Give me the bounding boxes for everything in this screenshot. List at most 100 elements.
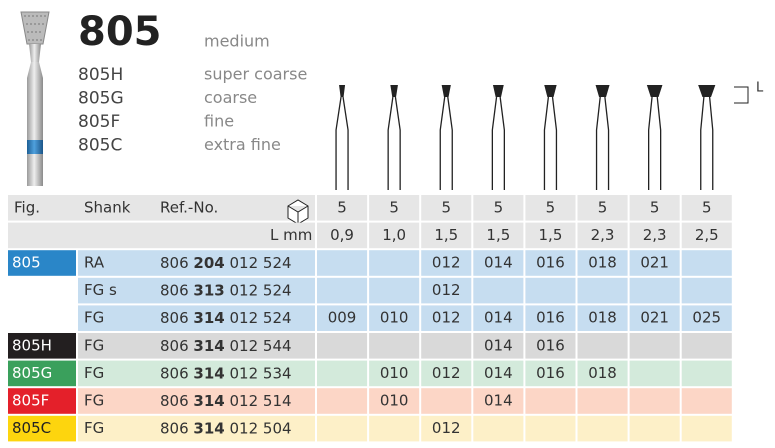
bur-body: [387, 96, 401, 190]
row-bg: [78, 360, 315, 387]
size-cell: [369, 250, 420, 276]
pack-icon: [287, 199, 309, 225]
fig-label: 805G: [12, 364, 52, 382]
size-value: 010: [380, 309, 409, 327]
fig-label: 805F: [12, 392, 49, 410]
ref-prefix: 806: [160, 254, 189, 272]
shank: RA: [84, 254, 105, 272]
ref-bold: 314: [193, 309, 224, 327]
size-value: 014: [484, 364, 513, 382]
size-cell: [317, 305, 368, 331]
ref-bold: 204: [193, 254, 224, 272]
bur-body: [439, 96, 453, 190]
size-value: 012: [432, 281, 461, 299]
size-cell: [577, 388, 628, 414]
size-value: 010: [380, 364, 409, 382]
size-cell: [629, 250, 680, 276]
bur-head: [492, 85, 504, 97]
pack-cell: [369, 195, 420, 221]
size-cell: [681, 277, 732, 304]
length-value: 1,5: [434, 226, 458, 244]
size-cell: [473, 277, 524, 304]
size-cell: [525, 277, 576, 304]
fig-tag: [8, 360, 76, 387]
pack-count: 5: [337, 198, 347, 216]
grit-code: 805F: [78, 112, 120, 132]
length-value: 2,3: [643, 226, 667, 244]
grit-code: 805G: [78, 89, 124, 109]
size-cell: [421, 415, 472, 442]
size-value: 014: [484, 392, 513, 410]
ref-suffix: 012 544: [230, 336, 292, 354]
size-cell: [681, 333, 732, 359]
pack-cell: [473, 195, 524, 221]
ref-prefix: 806: [160, 392, 189, 410]
length-cell: [421, 222, 472, 249]
row-bg: [78, 415, 315, 442]
pack-count: 5: [389, 198, 399, 216]
length-value: 1,0: [382, 226, 406, 244]
shank: FG: [84, 336, 104, 354]
bur-photo: [20, 11, 50, 186]
size-cell: [577, 415, 628, 442]
grit-name: extra fine: [204, 135, 281, 154]
size-cell: [369, 333, 420, 359]
ref-suffix: 012 524: [230, 281, 292, 299]
fig-label: 805H: [12, 336, 52, 354]
column-header: Fig.: [14, 198, 40, 216]
pack-icon-shape: [287, 199, 309, 225]
length-value: 0,9: [330, 226, 354, 244]
grit-name: medium: [204, 32, 270, 51]
size-cell: [681, 415, 732, 442]
length-cell: [317, 222, 368, 249]
ref-number: 806 313 012 524: [160, 281, 292, 299]
ref-number: 806 314 012 514: [160, 392, 292, 410]
size-value: 009: [328, 309, 357, 327]
size-cell: [681, 250, 732, 276]
pack-cell: [317, 195, 368, 221]
size-value: 016: [536, 364, 565, 382]
fig-tag: [8, 333, 76, 359]
size-value: 025: [692, 309, 721, 327]
shank: FG: [84, 364, 104, 382]
length-cell: [681, 222, 732, 249]
ref-bold: 314: [193, 392, 224, 410]
ref-prefix: 806: [160, 281, 189, 299]
size-cell: [473, 333, 524, 359]
column-header: Ref.-No.: [160, 198, 218, 216]
pack-cell: [629, 195, 680, 221]
bur-body: [648, 96, 662, 190]
bur-head: [646, 85, 663, 97]
length-value: 1,5: [486, 226, 510, 244]
pack-count: 5: [650, 198, 660, 216]
header-cell: [8, 222, 315, 249]
bur-body: [335, 96, 349, 190]
grit-name: fine: [204, 112, 234, 131]
size-cell: [681, 360, 732, 387]
size-value: 016: [536, 336, 565, 354]
grit-name: super coarse: [204, 65, 307, 84]
ref-prefix: 806: [160, 309, 189, 327]
pack-cell: [681, 195, 732, 221]
length-cell: [629, 222, 680, 249]
size-cell: [317, 250, 368, 276]
fig-tag: [8, 388, 76, 414]
fig-tag: [8, 415, 76, 442]
size-cell: [629, 277, 680, 304]
size-cell: [317, 360, 368, 387]
size-value: 010: [380, 392, 409, 410]
size-cell: [525, 250, 576, 276]
size-cell: [317, 277, 368, 304]
size-cell: [473, 360, 524, 387]
size-cell: [369, 388, 420, 414]
size-cell: [525, 360, 576, 387]
length-label: L mm: [270, 226, 312, 244]
length-value: 1,5: [539, 226, 563, 244]
ref-number: 806 314 012 524: [160, 309, 292, 327]
ref-suffix: 012 514: [230, 392, 292, 410]
size-cell: [629, 388, 680, 414]
fig-label: 805: [12, 254, 41, 272]
ref-suffix: 012 534: [230, 364, 292, 382]
